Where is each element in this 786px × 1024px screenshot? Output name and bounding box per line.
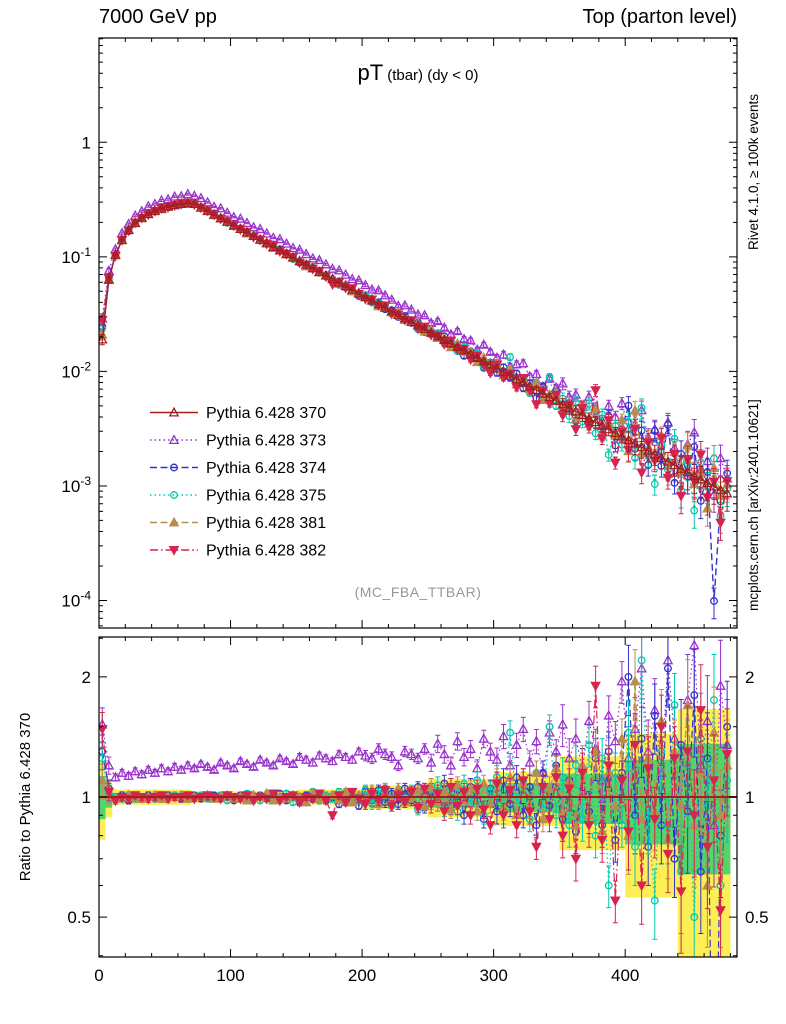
svg-text:1: 1 bbox=[82, 133, 91, 152]
analysis-watermark: (MC_FBA_TTBAR) bbox=[354, 584, 482, 600]
legend-entry: Pythia 6.428 370 bbox=[150, 405, 326, 422]
ratio-uncertainty-bands bbox=[99, 709, 731, 957]
legend-label: Pythia 6.428 374 bbox=[206, 460, 326, 477]
svg-text:0.5: 0.5 bbox=[745, 908, 769, 927]
series-markers bbox=[99, 198, 733, 529]
series-markers bbox=[99, 199, 732, 605]
plot-title-main: pT bbox=[357, 60, 384, 85]
series-line bbox=[101, 202, 728, 602]
legend-marker bbox=[168, 406, 180, 417]
series-markers bbox=[99, 199, 732, 520]
svg-text:2: 2 bbox=[745, 668, 754, 687]
series-main-Pythia-6.428-382 bbox=[99, 198, 733, 541]
svg-text:2: 2 bbox=[82, 668, 91, 687]
svg-text:0.5: 0.5 bbox=[67, 908, 91, 927]
legend-label: Pythia 6.428 381 bbox=[206, 515, 326, 532]
main-frame bbox=[98, 37, 738, 629]
svg-text:10-3: 10-3 bbox=[61, 474, 91, 496]
legend-entry: Pythia 6.428 374 bbox=[150, 460, 326, 477]
legend-marker bbox=[168, 545, 180, 556]
plot-title-sub: (tbar) (dy < 0) bbox=[387, 67, 479, 84]
error-bars bbox=[99, 202, 730, 527]
legend-label: Pythia 6.428 375 bbox=[206, 488, 326, 505]
series-line bbox=[101, 685, 728, 911]
series-markers bbox=[99, 197, 733, 498]
series-ratio-Pythia-6.428-382 bbox=[99, 664, 733, 957]
legend-entry: Pythia 6.428 381 bbox=[150, 515, 326, 532]
svg-text:10-1: 10-1 bbox=[61, 245, 91, 267]
series-line bbox=[101, 193, 728, 495]
legend-marker bbox=[168, 434, 180, 445]
legend-marker bbox=[170, 491, 178, 499]
plot-title: pT (tbar) (dy < 0) bbox=[99, 60, 737, 86]
svg-text:400: 400 bbox=[611, 966, 639, 985]
band-green bbox=[99, 743, 731, 875]
svg-text:1: 1 bbox=[82, 788, 91, 807]
series-main-Pythia-6.428-381 bbox=[99, 197, 733, 527]
series-line bbox=[101, 202, 728, 509]
ratio-y-axis-label: Ratio to Pythia 6.428 370 bbox=[17, 713, 34, 881]
legend-entry: Pythia 6.428 375 bbox=[150, 488, 326, 505]
rivet-version-label: Rivet 4.1.0, ≥ 100k events bbox=[746, 94, 761, 250]
svg-text:10-4: 10-4 bbox=[61, 589, 91, 611]
svg-text:300: 300 bbox=[479, 966, 507, 985]
header-process: Top (parton level) bbox=[582, 6, 737, 28]
legend-entry: Pythia 6.428 382 bbox=[150, 543, 326, 560]
series-markers bbox=[99, 197, 733, 513]
legend: Pythia 6.428 370 Pythia 6.428 373 Pythia… bbox=[150, 405, 326, 560]
legend-label: Pythia 6.428 382 bbox=[206, 543, 326, 560]
mcplots-arxiv-label: mcplots.cern.ch [arXiv:2401.10621] bbox=[746, 399, 761, 611]
legend-label: Pythia 6.428 373 bbox=[206, 433, 326, 450]
legend-marker bbox=[170, 463, 178, 472]
series-main-Pythia-6.428-370 bbox=[99, 197, 733, 512]
series-main-Pythia-6.428-375 bbox=[99, 199, 732, 534]
svg-text:0: 0 bbox=[94, 966, 103, 985]
svg-text:1: 1 bbox=[745, 788, 754, 807]
legend-marker bbox=[168, 516, 180, 527]
error-bars bbox=[99, 202, 730, 534]
band-yellow bbox=[99, 709, 731, 957]
svg-text:10-2: 10-2 bbox=[61, 359, 91, 381]
legend-entry: Pythia 6.428 373 bbox=[150, 433, 326, 450]
ratio-frame bbox=[98, 636, 738, 958]
legend-label: Pythia 6.428 370 bbox=[206, 405, 326, 422]
svg-text:200: 200 bbox=[348, 966, 376, 985]
svg-text:100: 100 bbox=[216, 966, 244, 985]
series-line bbox=[101, 201, 728, 523]
series-line bbox=[101, 202, 728, 495]
header-beam-energy: 7000 GeV pp bbox=[99, 6, 217, 28]
series-main-Pythia-6.428-373 bbox=[99, 188, 733, 513]
error-bars bbox=[99, 201, 730, 541]
